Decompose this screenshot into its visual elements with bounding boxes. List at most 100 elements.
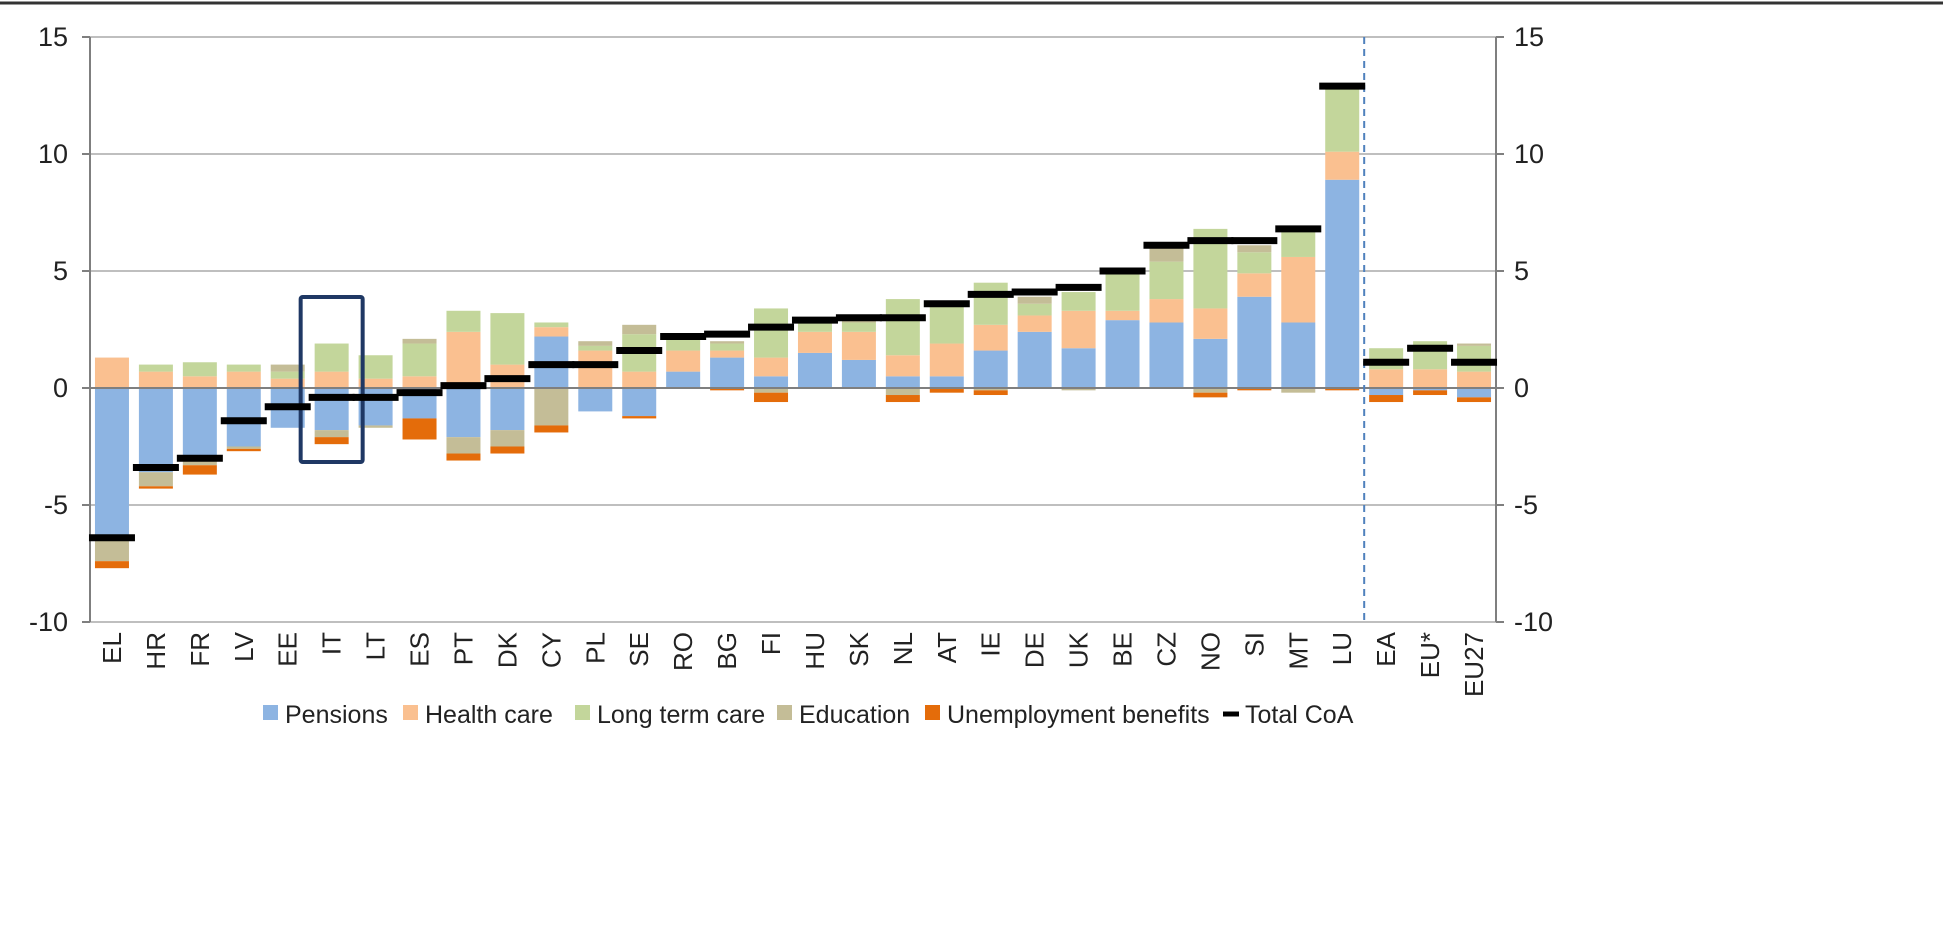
y-tick-label-left: 5 <box>53 256 68 286</box>
bar-education <box>270 364 305 372</box>
bar-pensions <box>490 388 525 431</box>
legend: Pensions Health care Long term care Educati… <box>263 701 1354 729</box>
x-category-label: SI <box>1239 632 1269 657</box>
bar-health-care <box>710 350 745 358</box>
bar-pensions <box>929 376 964 388</box>
bar-long-term-care <box>1457 345 1492 372</box>
bar-education <box>578 341 613 346</box>
bar-long-term-care <box>226 364 261 372</box>
x-category-label: PL <box>580 632 610 664</box>
bar-health-care <box>94 357 129 388</box>
legend-label: Health care <box>425 701 553 729</box>
y-tick-label-right: -5 <box>1514 490 1538 520</box>
bar-education <box>182 458 217 466</box>
bar-education <box>402 338 437 344</box>
x-category-label: SE <box>624 632 654 667</box>
y-tick-label-right: 0 <box>1514 373 1529 403</box>
bar-pensions <box>885 376 920 388</box>
y-tick-label-right: 15 <box>1514 22 1544 52</box>
bar-long-term-care <box>534 322 569 328</box>
bar-long-term-care <box>1017 303 1052 316</box>
x-category-label: BE <box>1108 632 1138 667</box>
bar-health-care <box>754 357 789 377</box>
legend-swatch <box>263 705 278 720</box>
x-category-label: CY <box>536 632 566 668</box>
bar-health-care <box>534 327 569 337</box>
bar-health-care <box>1193 308 1228 339</box>
bar-long-term-care <box>1369 348 1404 370</box>
bar-unemployment-benefits <box>1413 390 1448 396</box>
bar-education <box>841 320 876 323</box>
bar-health-care <box>270 378 305 388</box>
x-category-label: SK <box>844 631 874 666</box>
bar-pensions <box>226 388 261 447</box>
x-category-label: RO <box>668 632 698 671</box>
y-tick-label-left: 15 <box>38 22 68 52</box>
x-category-label: AT <box>932 632 962 663</box>
bar-long-term-care <box>402 343 437 377</box>
bar-long-term-care <box>138 364 173 372</box>
bar-health-care <box>314 371 349 388</box>
legend-label: Education <box>799 701 910 729</box>
bar-education <box>1061 388 1096 391</box>
bar-pensions <box>754 376 789 388</box>
bar-education <box>446 437 481 454</box>
legend-swatch <box>925 705 940 720</box>
bar-long-term-care <box>1149 261 1184 300</box>
bar-pensions <box>1017 331 1052 388</box>
x-category-label: EE <box>273 632 303 667</box>
bar-health-care <box>973 324 1008 351</box>
bar-unemployment-benefits <box>973 390 1008 396</box>
bar-pensions <box>1237 296 1272 388</box>
bar-education <box>1281 388 1316 393</box>
bar-long-term-care <box>710 343 745 351</box>
bar-long-term-care <box>182 362 217 377</box>
x-category-label: EU27 <box>1459 632 1489 697</box>
bar-long-term-care <box>841 322 876 332</box>
x-category-label: NL <box>888 632 918 665</box>
legend-swatch <box>403 705 418 720</box>
bar-education <box>314 430 349 438</box>
bar-unemployment-benefits <box>402 418 437 440</box>
bar-health-care <box>1369 369 1404 388</box>
bar-health-care <box>666 350 701 372</box>
y-tick-label-left: -10 <box>29 607 68 637</box>
bar-long-term-care <box>270 371 305 379</box>
x-category-label: EU* <box>1415 632 1445 678</box>
bar-education <box>358 425 393 428</box>
x-category-label: CZ <box>1151 632 1181 667</box>
bar-long-term-care <box>358 355 393 379</box>
bar-pensions <box>94 388 129 538</box>
bar-pensions <box>973 350 1008 388</box>
bar-long-term-care <box>666 338 701 351</box>
bar-education <box>754 388 789 393</box>
axes-layer <box>0 1 1943 623</box>
bar-long-term-care <box>490 313 525 365</box>
x-category-label: ES <box>405 632 435 667</box>
bar-education <box>226 446 261 449</box>
bar-education <box>1149 245 1184 262</box>
bar-health-care <box>358 378 393 388</box>
y-tick-label-right: -10 <box>1514 607 1553 637</box>
bar-education <box>622 324 657 335</box>
bar-health-care <box>1017 315 1052 332</box>
highlight-box <box>298 295 365 464</box>
bar-pensions <box>1457 388 1492 398</box>
bar-pensions <box>1281 322 1316 388</box>
x-category-label: MT <box>1283 632 1313 670</box>
legend-swatch <box>575 705 590 720</box>
legend-label: Total CoA <box>1245 701 1354 729</box>
bar-unemployment-benefits <box>446 453 481 461</box>
bar-education <box>94 537 129 562</box>
bar-education <box>534 388 569 426</box>
bar-health-care <box>1413 369 1448 388</box>
x-category-label: IE <box>976 632 1006 657</box>
y-tick-label-right: 5 <box>1514 256 1529 286</box>
bar-unemployment-benefits <box>226 448 261 452</box>
bar-unemployment-benefits <box>534 425 569 433</box>
bar-long-term-care <box>754 308 789 358</box>
x-category-label: LT <box>361 632 391 661</box>
bar-health-care <box>578 350 613 388</box>
bar-pensions <box>1413 388 1448 391</box>
